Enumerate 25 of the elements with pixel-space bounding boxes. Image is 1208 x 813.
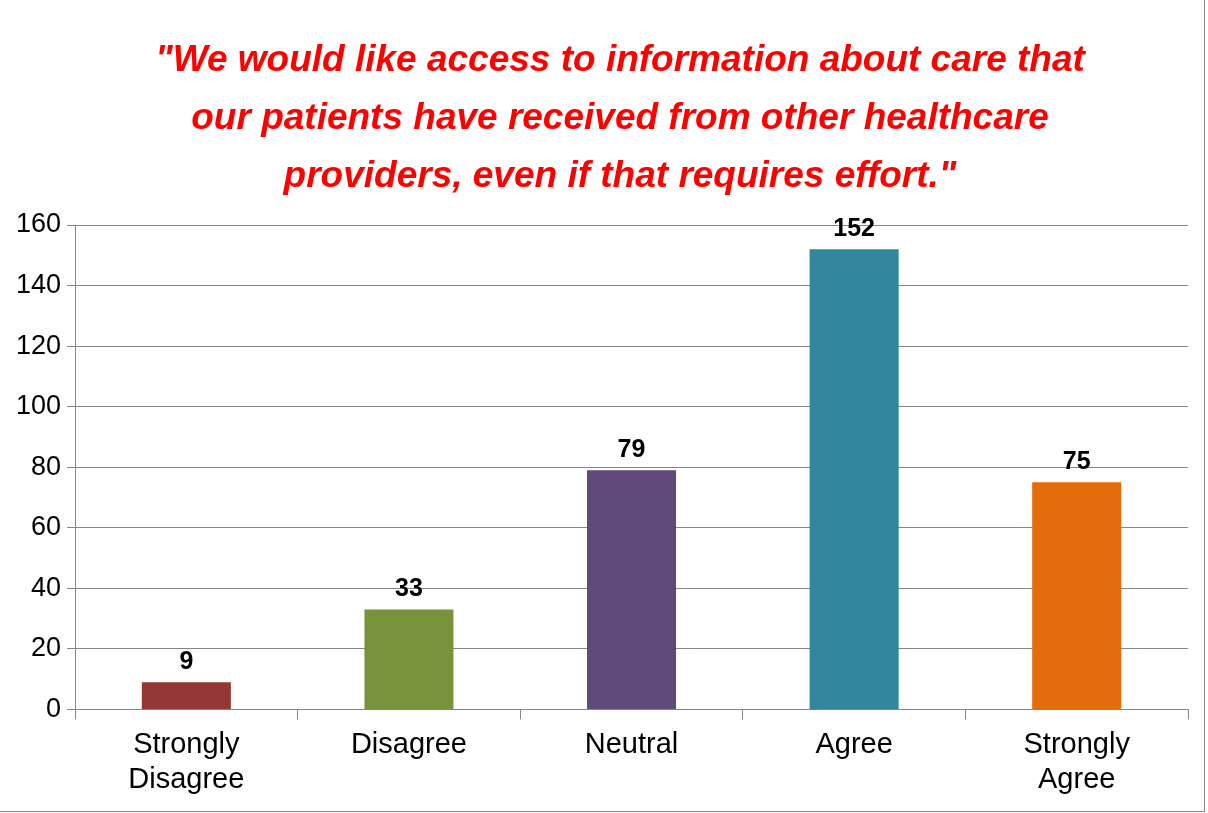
chart-title: "We would like access to information about care that our patients have received from other healthcare providers, even if that requires effort." bbox=[154, 37, 1087, 197]
x-tick-label: Strongly Disagree bbox=[128, 726, 245, 794]
bar bbox=[1032, 482, 1122, 709]
y-tick-label: 80 bbox=[31, 450, 62, 481]
y-tick-label: 100 bbox=[15, 390, 62, 421]
y-tick-label: 60 bbox=[31, 511, 62, 542]
x-tick-label: Strongly Agree bbox=[1023, 726, 1131, 794]
bar bbox=[809, 249, 899, 709]
y-tick-label: 160 bbox=[15, 208, 62, 239]
data-label: 75 bbox=[1062, 445, 1091, 474]
data-label: 33 bbox=[395, 572, 423, 601]
x-tick-label: Neutral bbox=[584, 726, 679, 759]
y-tick-label: 20 bbox=[31, 632, 62, 663]
data-label: 152 bbox=[833, 212, 875, 241]
y-tick-label: 140 bbox=[15, 269, 62, 299]
bar bbox=[364, 609, 454, 709]
x-tick-label: Disagree bbox=[350, 726, 467, 759]
y-tick-label: 40 bbox=[31, 571, 62, 602]
y-tick-label: 120 bbox=[15, 329, 62, 360]
x-tick-label: Agree bbox=[815, 726, 893, 759]
data-label: 9 bbox=[179, 645, 194, 674]
y-tick-label: 0 bbox=[46, 692, 62, 723]
bar bbox=[587, 470, 677, 709]
bar bbox=[141, 682, 231, 709]
data-label: 79 bbox=[617, 433, 646, 462]
